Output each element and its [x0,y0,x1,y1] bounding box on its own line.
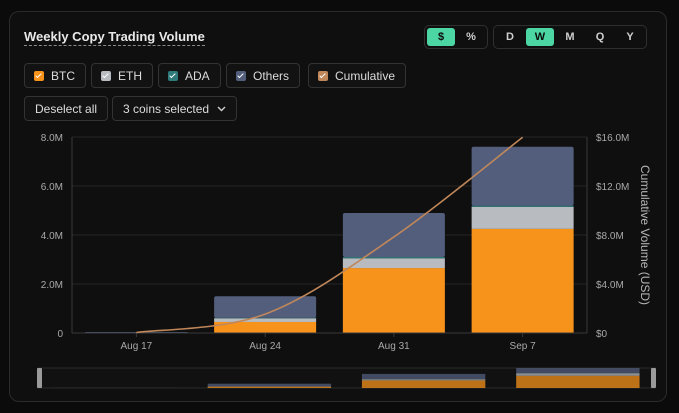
checkbox-icon [318,70,328,81]
navigator-bar-btc [516,375,640,388]
bar-segment-others [471,146,574,206]
range-navigator[interactable] [37,367,656,389]
x-tick-label: Aug 31 [378,341,410,352]
coin-selector-label: 3 coins selected [123,101,210,116]
checkbox-icon [168,70,178,81]
filter-chip-label: Others [253,68,290,83]
bar-segment-ada [342,257,445,259]
checkbox-icon [101,70,111,81]
period-option-m[interactable]: M [565,31,575,43]
right-axis-label: Cumulative Volume (USD) [638,165,652,305]
period-option-y[interactable]: Y [626,31,634,43]
bar-segment-eth [214,318,317,322]
navigator-bar-eth [361,379,486,381]
y-left-tick-label: 2.0M [41,280,63,291]
chevron-down-icon [217,106,226,111]
bar-segment-others [342,212,445,258]
unit-toggle: $% [424,25,488,49]
period-option-w[interactable]: W [526,28,554,46]
stacked-bars [85,146,574,333]
bar-segment-eth [342,258,445,269]
navigator-handle-right[interactable] [651,368,656,388]
axes: 0 2.0M 4.0M 6.0M 8.0M $0 $4.0M $8.0M $12.0M $16.0… [41,133,630,352]
bar-segment-others [214,296,317,318]
unit-option-dollar[interactable]: $ [427,28,455,46]
x-tick-label: Aug 17 [121,341,153,352]
y-left-tick-label: 0 [57,329,63,340]
navigator-bar-others [207,383,332,387]
y-left-tick-label: 8.0M [41,133,63,144]
bar-segment-ada [471,205,574,207]
navigator-handle-left[interactable] [37,368,42,388]
filter-chip-btc[interactable]: BTC [24,63,86,88]
bar-segment-btc [214,321,317,333]
x-tick-label: Sep 7 [510,341,537,352]
period-option-d[interactable]: D [506,31,514,43]
navigator-bar-btc [361,380,486,388]
bar-segment-eth [471,206,574,229]
filter-chip-label: ADA [185,68,210,83]
y-right-tick-label: $0 [596,329,608,340]
navigator-bar-others [516,368,640,374]
deselect-all-button[interactable]: Deselect all [24,96,109,121]
filter-chip-cumulative[interactable]: Cumulative [308,63,407,88]
cumulative-line [136,136,524,334]
unit-option-percent[interactable]: % [466,31,476,43]
navigator-bar-btc [207,386,332,388]
bar-segment-btc [471,228,574,333]
bar-segment-ada [214,317,317,319]
filter-chip-eth[interactable]: ETH [91,63,153,88]
checkbox-icon [236,70,246,81]
period-option-q[interactable]: Q [595,31,605,43]
filter-chip-label: Cumulative [335,68,396,83]
filter-chip-others[interactable]: Others [226,63,301,88]
filter-chip-ada[interactable]: ADA [158,63,221,88]
checkbox-icon [34,70,44,81]
y-right-tick-label: $12.0M [596,182,629,193]
x-tick-label: Aug 24 [249,341,281,352]
chart-title: Weekly Copy Trading Volume [24,29,205,46]
y-right-tick-label: $4.0M [596,280,624,291]
y-right-tick-label: $16.0M [596,133,629,144]
navigator-bar-eth [516,373,640,376]
y-left-tick-label: 4.0M [41,231,63,242]
bar-segment-btc [342,268,445,333]
y-right-tick-label: $8.0M [596,231,624,242]
navigator-bar-others [361,373,486,380]
deselect-all-label: Deselect all [35,101,98,116]
coin-selector-dropdown[interactable]: 3 coins selected [112,96,238,121]
cumulative-line-group [136,136,524,334]
filter-chip-label: BTC [51,68,75,83]
filter-chip-label: ETH [118,68,142,83]
y-left-tick-label: 6.0M [41,182,63,193]
